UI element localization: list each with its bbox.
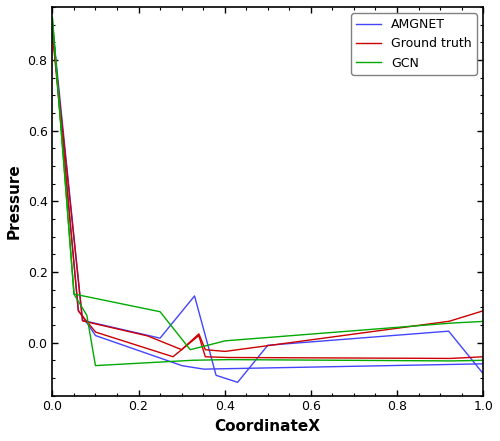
Ground truth: [480, 308, 486, 314]
AMGNET: [234, 379, 240, 385]
GCN: [234, 337, 240, 343]
Ground truth: [222, 349, 228, 354]
Ground truth: [467, 312, 473, 318]
Line: AMGNET: AMGNET: [52, 25, 483, 382]
Ground truth: [230, 348, 236, 353]
GCN: [362, 327, 368, 333]
GCN: [187, 347, 193, 352]
AMGNET: [254, 356, 260, 361]
AMGNET: [480, 371, 486, 376]
GCN: [254, 336, 260, 341]
Ground truth: [234, 347, 240, 352]
AMGNET: [362, 335, 368, 340]
AMGNET: [467, 355, 473, 360]
X-axis label: CoordinateX: CoordinateX: [214, 419, 320, 434]
Ground truth: [254, 344, 260, 350]
Line: GCN: GCN: [52, 18, 483, 350]
AMGNET: [50, 22, 56, 27]
Ground truth: [50, 29, 56, 34]
Y-axis label: Pressure: Pressure: [7, 164, 22, 239]
GCN: [446, 321, 452, 326]
GCN: [480, 319, 486, 324]
Line: Ground truth: Ground truth: [52, 32, 483, 351]
Legend: AMGNET, Ground truth, GCN: AMGNET, Ground truth, GCN: [351, 13, 477, 75]
AMGNET: [446, 329, 452, 334]
Ground truth: [446, 319, 452, 324]
GCN: [50, 15, 56, 20]
Ground truth: [362, 330, 368, 335]
AMGNET: [230, 378, 236, 384]
AMGNET: [234, 380, 240, 385]
GCN: [467, 319, 473, 325]
GCN: [230, 337, 236, 343]
